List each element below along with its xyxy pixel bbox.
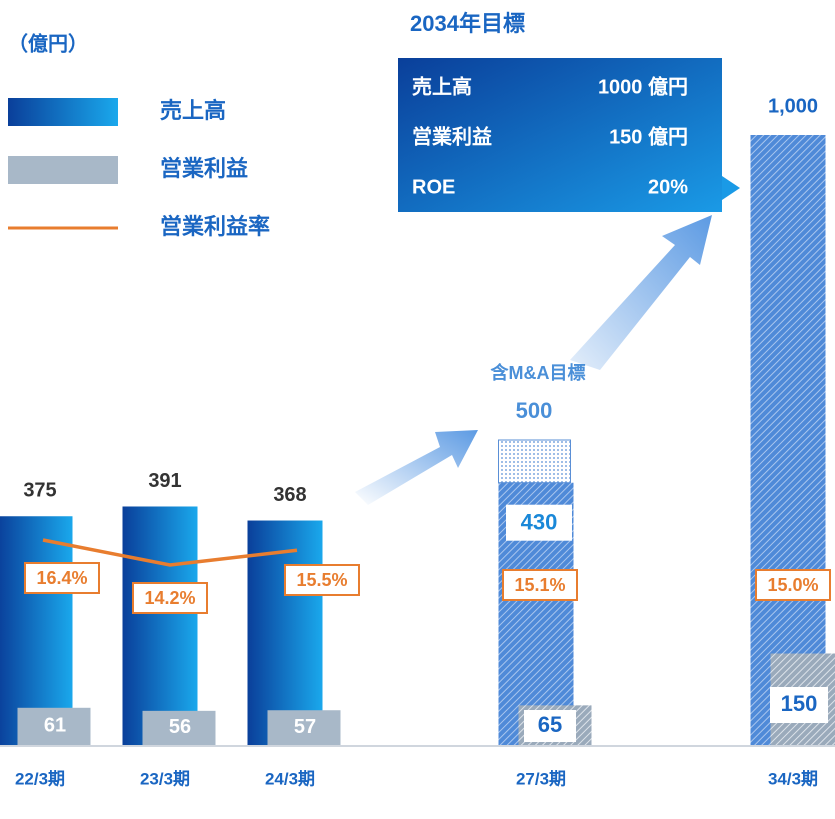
legend-label: 売上高: [160, 98, 226, 123]
margin-label: 15.0%: [767, 575, 818, 595]
pointer: [722, 176, 740, 200]
sales-bar: [750, 135, 826, 745]
label-box: [524, 710, 576, 742]
sales-label: 430: [521, 510, 558, 535]
profit-label: 65: [538, 712, 562, 737]
legend-swatch: [8, 156, 118, 184]
target-label: ROE: [412, 176, 455, 198]
margin-label: 14.2%: [144, 588, 195, 608]
ma-target-label: 含M&A目標: [491, 362, 586, 383]
label-box: [506, 504, 572, 541]
arrow: [355, 430, 478, 505]
x-tick-label: 34/3期: [768, 769, 818, 788]
profit-label: 56: [169, 716, 191, 738]
legend-label: 営業利益: [160, 156, 248, 181]
unit: （億円）: [8, 31, 88, 55]
margin-label-box: [284, 564, 360, 596]
legend-label: 営業利益率: [160, 214, 270, 239]
target-label: 売上高: [412, 74, 472, 98]
arrow: [570, 215, 712, 370]
margin-label-box: [24, 562, 100, 594]
ma-target-value: 500: [516, 398, 553, 423]
legend-swatch: [8, 98, 118, 126]
profit-label: 61: [44, 715, 66, 737]
margin-label: 16.4%: [36, 568, 87, 588]
sales-label: 375: [23, 480, 56, 502]
sales-label: 368: [273, 484, 306, 506]
ma-target-bar: [498, 439, 571, 484]
x-tick-label: 23/3期: [140, 769, 190, 788]
profit-bar: [17, 707, 91, 745]
margin-label-box: [132, 582, 208, 614]
target-box: [398, 58, 722, 212]
margin-label: 15.1%: [514, 575, 565, 595]
profit-bar: [267, 710, 341, 745]
x-tick-label: 24/3期: [265, 769, 315, 788]
sales-label: 1,000: [768, 95, 818, 117]
margin-label-box: [755, 569, 831, 601]
target-title: 2034年目標: [410, 11, 525, 36]
margin-label-box: [502, 569, 578, 601]
profit-bar: [142, 710, 216, 745]
profit-label: 150: [781, 691, 818, 716]
sales-bar: [122, 506, 198, 745]
target-label: 営業利益: [412, 124, 492, 148]
sales-bar: [0, 516, 73, 745]
x-tick-label: 27/3期: [516, 769, 566, 788]
target-value: 150 億円: [609, 124, 688, 148]
target-value: 20%: [648, 176, 688, 198]
profit-label: 57: [294, 716, 316, 738]
x-tick-label: 22/3期: [15, 769, 65, 788]
sales-label: 391: [148, 470, 181, 492]
label-box: [770, 687, 828, 723]
margin-line: [42, 538, 298, 567]
target-value: 1000 億円: [598, 74, 688, 98]
margin-label: 15.5%: [296, 570, 347, 590]
sales-bar: [247, 520, 323, 745]
